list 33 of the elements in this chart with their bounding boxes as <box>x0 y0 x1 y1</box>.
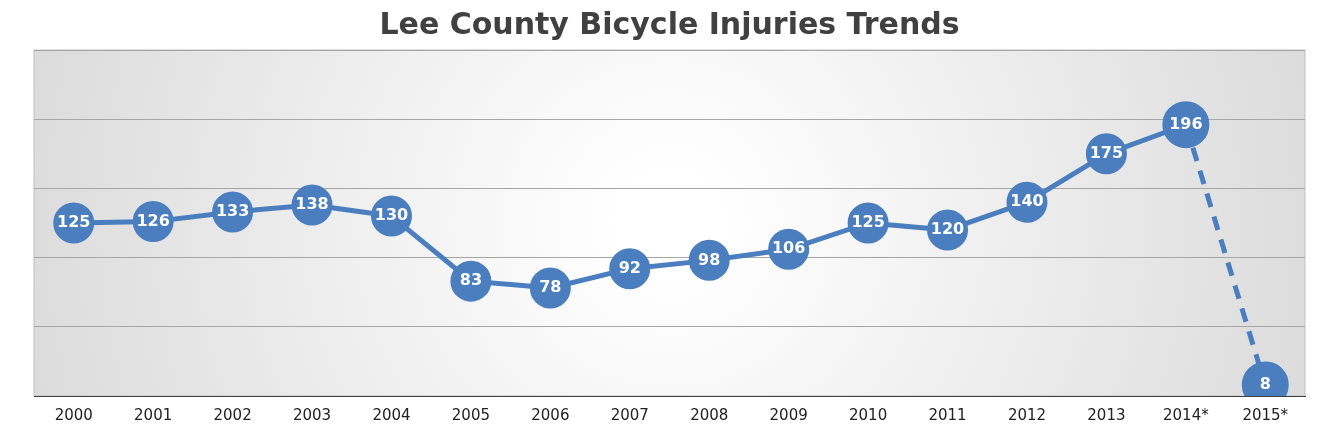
data-label: 196 <box>1169 113 1203 133</box>
data-label: 125 <box>851 212 885 232</box>
data-label: 175 <box>1089 142 1124 162</box>
x-tick-label: 2013 <box>1087 405 1126 424</box>
data-label: 98 <box>698 249 721 269</box>
data-label: 138 <box>295 194 329 214</box>
x-tick-label: 2007 <box>610 405 649 424</box>
x-tick-label: 2014* <box>1163 405 1210 424</box>
data-label: 130 <box>374 205 409 225</box>
x-tick-label: 2002 <box>213 405 252 424</box>
chart-title: Lee County Bicycle Injuries Trends <box>379 5 960 41</box>
x-tick-label: 2012 <box>1007 405 1047 424</box>
x-tick-label: 2010 <box>849 405 888 424</box>
x-tick-label: 2011 <box>928 405 967 424</box>
x-tick-label: 2015* <box>1242 405 1289 424</box>
x-tick-label: 2001 <box>134 405 173 424</box>
x-tick-label: 2009 <box>769 405 808 424</box>
x-tick-label: 2008 <box>690 405 729 424</box>
data-label: 8 <box>1259 374 1271 394</box>
data-label: 83 <box>459 270 483 290</box>
x-tick-label: 2000 <box>54 405 93 424</box>
x-tick-label: 2006 <box>531 405 570 424</box>
x-tick-label: 2005 <box>451 405 490 424</box>
data-label: 140 <box>1010 191 1044 211</box>
x-tick-label: 2004 <box>372 405 411 424</box>
data-label: 120 <box>930 219 965 239</box>
data-label: 125 <box>57 212 91 232</box>
data-label: 126 <box>136 210 170 230</box>
data-label: 78 <box>539 277 562 297</box>
data-label: 106 <box>771 238 806 258</box>
data-label: 92 <box>618 257 641 277</box>
data-label: 133 <box>215 201 250 221</box>
x-tick-label: 2003 <box>292 405 332 424</box>
